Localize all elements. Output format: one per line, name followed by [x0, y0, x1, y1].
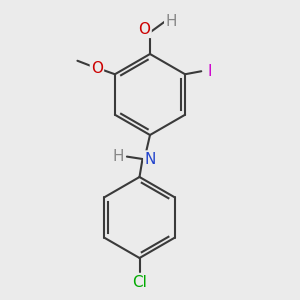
Text: H: H [165, 14, 177, 28]
Text: O: O [139, 22, 151, 37]
Text: O: O [91, 61, 103, 76]
Text: N: N [144, 152, 156, 166]
Text: I: I [207, 64, 212, 79]
Text: Cl: Cl [132, 275, 147, 290]
Text: H: H [113, 149, 124, 164]
